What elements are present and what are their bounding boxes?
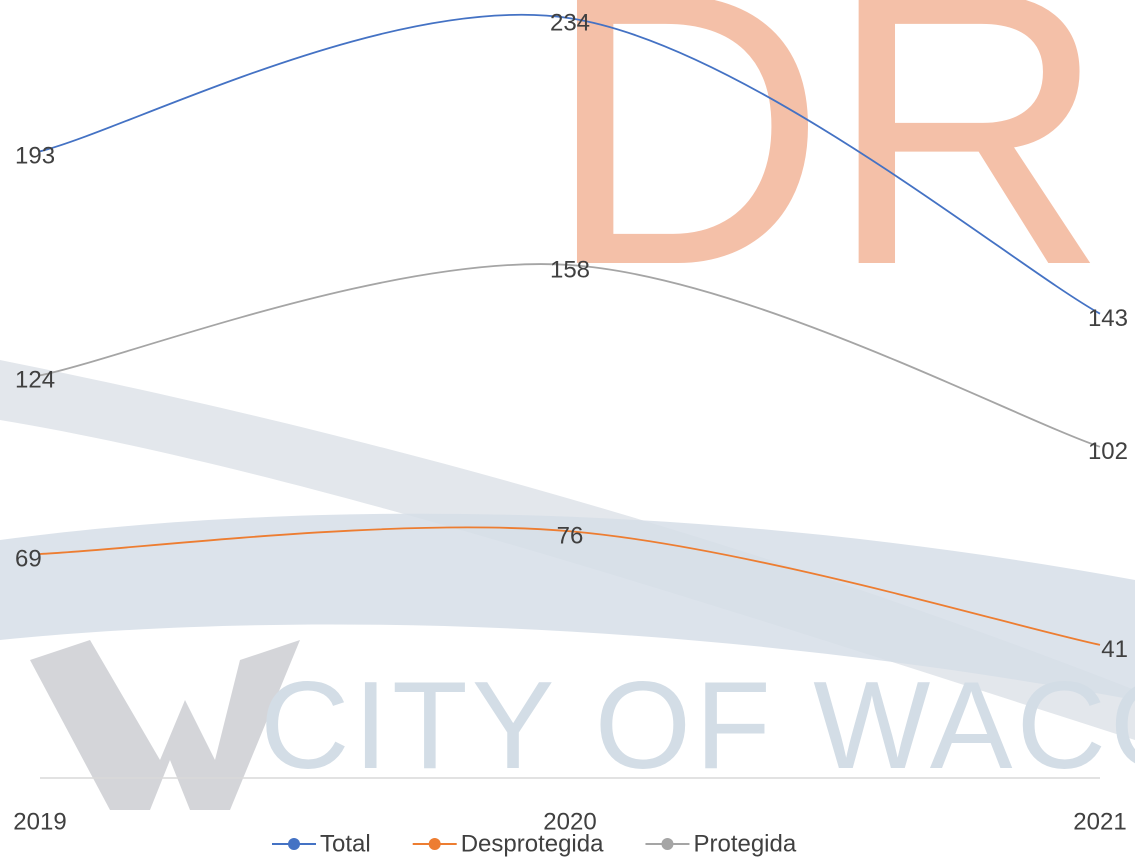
x-tick-label: 2020 xyxy=(543,808,596,835)
data-label: 102 xyxy=(1088,438,1128,465)
data-label: 234 xyxy=(550,10,590,37)
data-label: 143 xyxy=(1088,305,1128,332)
x-tick-label: 2019 xyxy=(13,808,66,835)
legend: Total Desprotegida Protegida xyxy=(272,830,797,857)
data-label: 158 xyxy=(550,256,590,283)
legend-label: Desprotegida xyxy=(461,830,604,857)
legend-marker xyxy=(288,838,300,850)
line xyxy=(39,13,1101,315)
data-label: 76 xyxy=(557,523,584,550)
line xyxy=(39,263,1101,448)
watermark: DR xyxy=(545,0,1108,346)
data-label: 124 xyxy=(15,367,55,394)
legend-marker xyxy=(428,838,441,850)
x-tick-label: 2021 xyxy=(1073,808,1126,835)
background-decoration xyxy=(0,360,1135,810)
data-label: 41 xyxy=(1101,636,1128,663)
legend-label: Protegida xyxy=(693,830,796,857)
data-label: 69 xyxy=(15,545,42,572)
legend-label: Total xyxy=(320,830,371,857)
line xyxy=(39,526,1101,646)
data-label: 193 xyxy=(15,143,55,170)
legend-marker xyxy=(661,838,674,850)
background-text: CITY OF WACO xyxy=(260,657,1135,795)
